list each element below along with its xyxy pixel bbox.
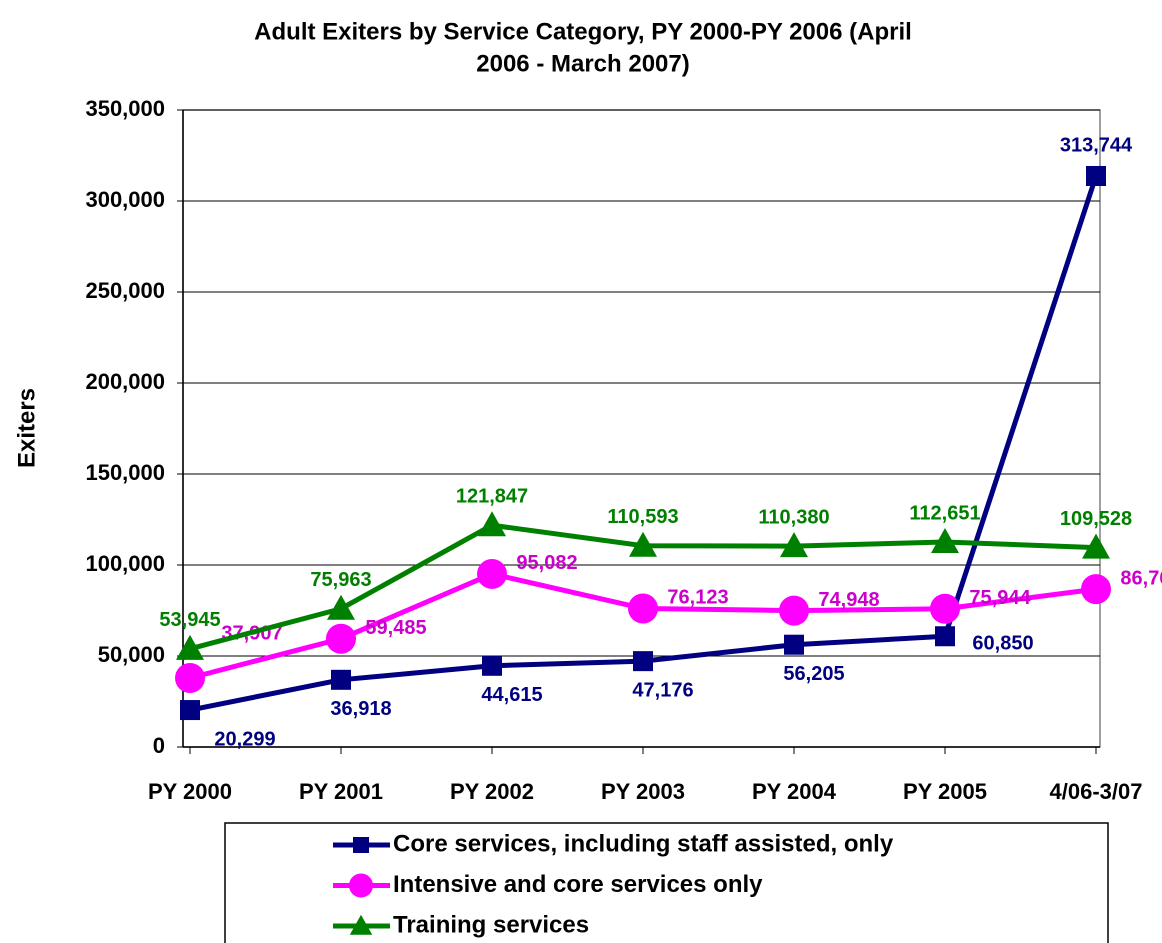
data-label: 109,528 [1060,508,1132,530]
y-tick-label: 200,000 [85,369,165,394]
data-label: 20,299 [214,728,275,750]
legend-label: Core services, including staff assisted,… [393,830,894,857]
data-point [477,558,507,589]
legend-label: Training services [393,911,589,938]
data-point [930,593,960,624]
y-tick-label: 250,000 [85,278,165,303]
data-point [780,532,808,558]
x-tick-label: PY 2004 [752,779,837,804]
data-point [779,595,809,626]
y-tick-label: 350,000 [85,96,165,121]
data-point [1082,533,1110,559]
data-label: 60,850 [972,633,1033,655]
legend-marker [349,914,373,935]
data-point [331,669,351,690]
data-label: 112,651 [909,502,980,524]
data-label: 110,593 [607,506,678,528]
legend-label: Intensive and core services only [393,871,763,898]
legend-marker [349,873,373,898]
x-tick-label: PY 2001 [299,779,383,804]
y-tick-label: 50,000 [98,642,165,667]
data-point [327,594,355,620]
data-point [176,634,204,660]
data-label: 75,963 [310,569,371,591]
data-point [180,700,200,721]
x-tick-label: PY 2002 [450,779,534,804]
data-label: 75,944 [969,587,1031,609]
data-label: 56,205 [783,663,844,685]
y-axis-label: Exiters [13,388,40,468]
data-point [629,531,657,557]
x-tick-label: PY 2005 [903,779,987,804]
data-label: 313,744 [1060,134,1133,156]
data-point [935,626,955,647]
data-label: 74,948 [818,589,879,611]
data-point [1086,165,1106,186]
data-label: 44,615 [481,684,542,706]
data-point [326,623,356,654]
legend-marker [353,837,369,853]
data-label: 86,762 [1120,567,1162,589]
data-point [784,634,804,655]
data-point [482,655,502,676]
y-tick-label: 100,000 [85,551,165,576]
data-label: 36,918 [330,698,391,720]
data-point [175,663,205,694]
y-tick-label: 300,000 [85,187,165,212]
data-label: 76,123 [667,587,728,609]
data-point [931,527,959,553]
x-tick-label: 4/06-3/07 [1050,779,1143,804]
data-label: 47,176 [632,679,693,701]
data-label: 95,082 [516,552,577,574]
data-label: 110,380 [758,506,829,528]
y-tick-label: 0 [153,733,165,758]
data-label: 121,847 [456,486,528,508]
x-tick-label: PY 2000 [148,779,232,804]
chart-title: Adult Exiters by Service Category, PY 20… [254,18,912,45]
data-point [478,511,506,537]
data-point [633,651,653,672]
data-point [628,593,658,624]
data-label: 59,485 [365,617,426,639]
y-tick-label: 150,000 [85,460,165,485]
series-line [189,175,1099,713]
data-point [1081,574,1111,605]
chart-title: 2006 - March 2007) [476,50,689,77]
x-tick-label: PY 2003 [601,779,685,804]
data-label: 53,945 [159,609,220,631]
